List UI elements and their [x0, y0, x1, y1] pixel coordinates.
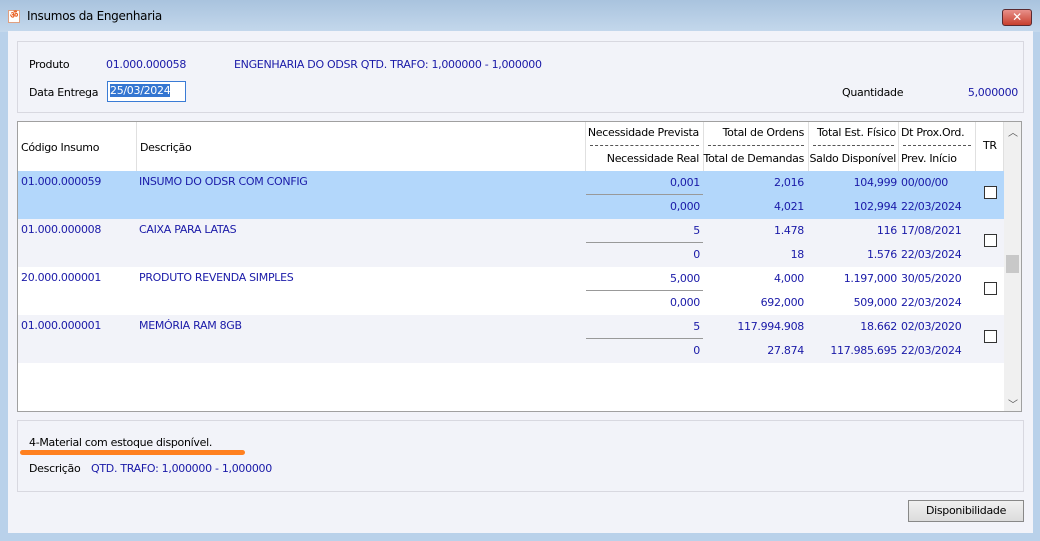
- close-icon: ✕: [1012, 10, 1022, 24]
- cell-tot-dem: 18: [790, 248, 805, 261]
- descricao-value: QTD. TRAFO: 1,000000 - 1,000000: [91, 462, 272, 475]
- col-codigo[interactable]: Código Insumo: [18, 122, 137, 171]
- cell-tot-ordens: 2,016: [774, 176, 804, 189]
- cell-dt-prox: 00/00/00: [901, 176, 949, 189]
- scroll-thumb[interactable]: [1006, 255, 1019, 273]
- cell-nec-prev: 5: [693, 320, 700, 333]
- quantidade-value: 5,000000: [967, 86, 1018, 99]
- footer-panel: [17, 420, 1024, 492]
- table-row[interactable]: 01.000.000059 INSUMO DO ODSR COM CONFIG …: [18, 171, 1004, 219]
- cell-saldo: 509,000: [853, 296, 898, 309]
- scroll-down-icon[interactable]: ﹀: [1008, 400, 1018, 411]
- disponibilidade-button[interactable]: Disponibilidade: [908, 500, 1024, 522]
- row-divider: [586, 242, 703, 243]
- cell-nec-prev: 0,001: [670, 176, 700, 189]
- cell-descricao: MEMÓRIA RAM 8GB: [139, 319, 242, 332]
- col-tr[interactable]: TR: [976, 122, 1004, 171]
- col-estoque[interactable]: Total Est. Físico Saldo Disponível: [809, 122, 899, 171]
- cell-nec-prev: 5,000: [670, 272, 700, 285]
- col-necessidade[interactable]: Necessidade Prevista Necessidade Real: [586, 122, 704, 171]
- table-row[interactable]: 20.000.000001 PRODUTO REVENDA SIMPLES 5,…: [18, 267, 1004, 315]
- cell-nec-prev: 5: [693, 224, 700, 237]
- highlight-underline: [20, 450, 245, 455]
- cell-dt-prox: 17/08/2021: [901, 224, 962, 237]
- cell-dt-prox: 02/03/2020: [901, 320, 962, 333]
- cell-dt-prox: 30/05/2020: [901, 272, 962, 285]
- tr-checkbox[interactable]: [984, 282, 997, 295]
- cell-tot-ordens: 4,000: [774, 272, 804, 285]
- title-bar: ॐ Insumos da Engenharia ✕: [0, 0, 1040, 32]
- cell-tot-dem: 4,021: [774, 200, 804, 213]
- cell-codigo: 01.000.000001: [21, 319, 102, 332]
- data-entrega-value: 25/03/2024: [110, 84, 171, 97]
- cell-codigo: 01.000.000059: [21, 175, 102, 188]
- cell-tot-ordens: 117.994.908: [737, 320, 804, 333]
- descricao-label: Descrição: [29, 462, 81, 475]
- cell-saldo: 102,994: [853, 200, 898, 213]
- cell-prev-inicio: 22/03/2024: [901, 248, 962, 261]
- cell-tot-est: 104,999: [853, 176, 898, 189]
- cell-codigo: 01.000.000008: [21, 223, 102, 236]
- window-title: Insumos da Engenharia: [27, 9, 162, 23]
- quantidade-label: Quantidade: [842, 86, 904, 99]
- cell-descricao: CAIXA PARA LATAS: [139, 223, 237, 236]
- cell-tot-ordens: 1.478: [774, 224, 804, 237]
- data-entrega-label: Data Entrega: [29, 86, 99, 99]
- table-row[interactable]: 01.000.000008 CAIXA PARA LATAS 5 0 1.478…: [18, 219, 1004, 267]
- cell-codigo: 20.000.000001: [21, 271, 102, 284]
- data-entrega-input[interactable]: 25/03/2024: [107, 81, 186, 102]
- cell-tot-est: 116: [876, 224, 897, 237]
- cell-nec-real: 0,000: [670, 296, 700, 309]
- row-divider: [586, 290, 703, 291]
- tr-checkbox[interactable]: [984, 330, 997, 343]
- cell-tot-est: 1.197,000: [843, 272, 898, 285]
- cell-tot-est: 18.662: [860, 320, 897, 333]
- cell-descricao: INSUMO DO ODSR COM CONFIG: [139, 175, 308, 188]
- status-text: 4-Material com estoque disponível.: [29, 436, 213, 449]
- produto-code: 01.000.000058: [106, 58, 187, 71]
- col-ordens[interactable]: Total de Ordens Total de Demandas: [704, 122, 809, 171]
- close-button[interactable]: ✕: [1002, 9, 1032, 26]
- tr-checkbox[interactable]: [984, 234, 997, 247]
- table-row[interactable]: 01.000.000001 MEMÓRIA RAM 8GB 5 0 117.99…: [18, 315, 1004, 363]
- cell-nec-real: 0: [693, 344, 700, 357]
- row-divider: [586, 338, 703, 339]
- cell-saldo: 117.985.695: [830, 344, 897, 357]
- produto-label: Produto: [29, 58, 70, 71]
- scroll-up-icon[interactable]: ︿: [1008, 128, 1018, 139]
- cell-tot-dem: 692,000: [760, 296, 805, 309]
- col-descricao[interactable]: Descrição: [137, 122, 586, 171]
- cell-descricao: PRODUTO REVENDA SIMPLES: [139, 271, 294, 284]
- cell-prev-inicio: 22/03/2024: [901, 344, 962, 357]
- col-datas[interactable]: Dt Prox.Ord. Prev. Início: [899, 122, 976, 171]
- cell-prev-inicio: 22/03/2024: [901, 296, 962, 309]
- header-panel: [17, 41, 1024, 113]
- insumos-grid: Código Insumo Descrição Necessidade Prev…: [17, 121, 1022, 412]
- app-icon: ॐ: [8, 10, 20, 23]
- vertical-scrollbar[interactable]: ︿ ﹀: [1004, 122, 1021, 411]
- cell-saldo: 1.576: [867, 248, 897, 261]
- produto-desc: ENGENHARIA DO ODSR QTD. TRAFO: 1,000000 …: [234, 58, 542, 71]
- cell-tot-dem: 27.874: [767, 344, 804, 357]
- cell-prev-inicio: 22/03/2024: [901, 200, 962, 213]
- cell-nec-real: 0: [693, 248, 700, 261]
- cell-nec-real: 0,000: [670, 200, 700, 213]
- tr-checkbox[interactable]: [984, 186, 997, 199]
- row-divider: [586, 194, 703, 195]
